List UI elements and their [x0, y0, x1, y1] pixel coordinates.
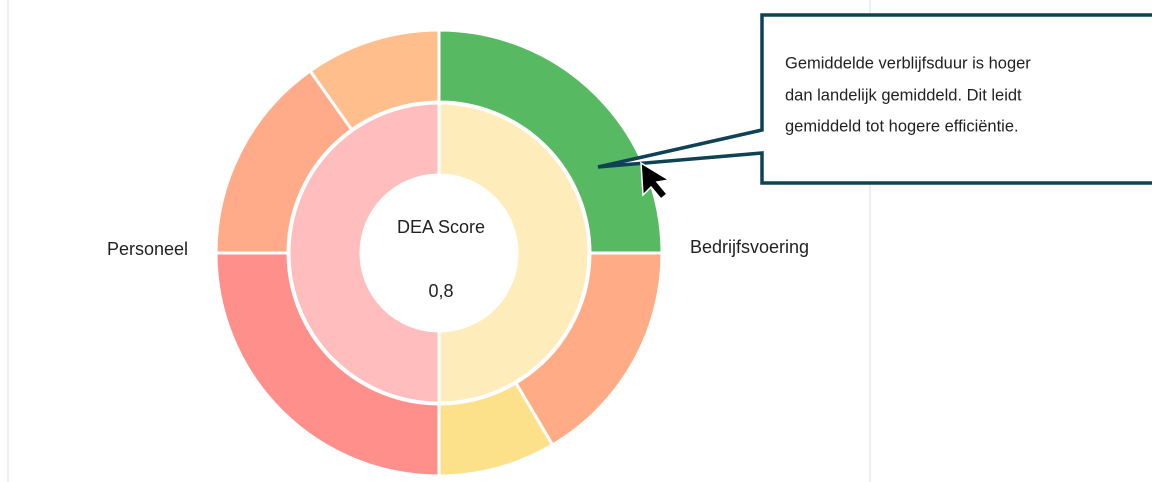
tooltip-line: Gemiddelde verblijfsduur is hoger	[785, 54, 1031, 72]
center-title: DEA Score	[397, 217, 485, 237]
tooltip-line: dan landelijk gemiddeld. Dit leidt	[785, 86, 1022, 104]
outer-segment	[214, 251, 441, 478]
outer-segment	[308, 28, 441, 132]
group-label: Bedrijfsvoering	[690, 237, 809, 257]
group-label: Personeel	[107, 239, 188, 259]
center-value: 0,8	[428, 281, 453, 301]
cursor	[640, 161, 672, 201]
tooltip-line: gemiddeld tot hogere efficiëntie.	[785, 117, 1019, 135]
outer-segment	[437, 28, 664, 255]
sunburst	[214, 28, 664, 478]
tooltip-box	[597, 13, 1152, 185]
tooltip: Gemiddelde verblijfsduur is hoger dan la…	[597, 13, 1152, 185]
